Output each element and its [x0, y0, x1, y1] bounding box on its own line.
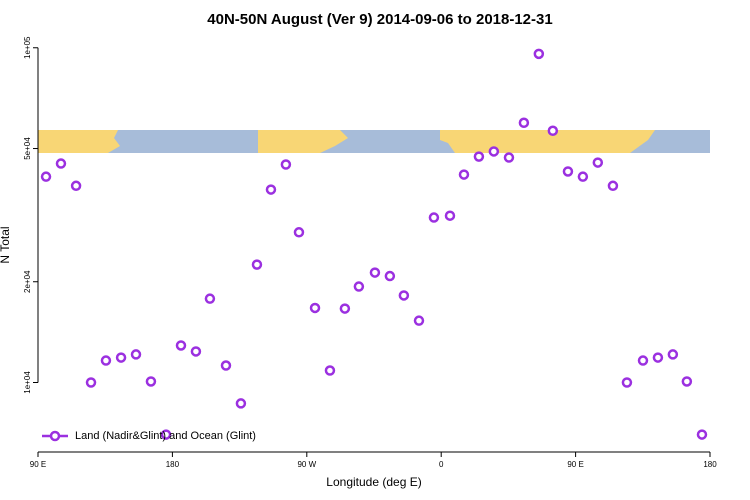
data-point — [503, 152, 515, 163]
data-point — [681, 376, 693, 387]
data-point — [175, 340, 187, 351]
data-point — [160, 429, 172, 440]
data-point — [398, 290, 410, 301]
data-point — [473, 151, 485, 162]
data-point — [115, 352, 127, 363]
data-point — [85, 377, 97, 388]
y-tick-label: 2e+04 — [23, 270, 32, 293]
data-point — [428, 212, 440, 223]
data-point — [309, 302, 321, 314]
y-axis-label: N Total — [0, 226, 12, 263]
data-point — [547, 125, 559, 137]
data-point — [533, 48, 545, 60]
data-point — [130, 349, 142, 360]
data-point — [40, 171, 52, 182]
data-point — [444, 210, 456, 221]
chart-title: 40N-50N August (Ver 9) 2014-09-06 to 201… — [207, 11, 552, 28]
data-point — [190, 346, 202, 357]
data-point — [518, 117, 530, 129]
data-point — [562, 166, 574, 177]
data-point — [369, 267, 381, 278]
data-point — [353, 281, 365, 292]
data-point — [220, 360, 232, 371]
data-point — [577, 171, 589, 182]
x-tick-label: 180 — [166, 460, 180, 469]
x-tick-label: 0 — [439, 460, 444, 469]
data-point — [55, 158, 67, 169]
data-point — [280, 159, 292, 170]
data-point — [251, 259, 263, 270]
data-point — [637, 355, 649, 366]
data-point — [592, 157, 604, 168]
map-strip — [38, 130, 710, 153]
data-point — [265, 184, 277, 195]
data-point — [384, 270, 396, 282]
data-point — [696, 429, 708, 440]
data-point — [621, 377, 633, 388]
data-point — [488, 146, 500, 157]
data-point — [458, 169, 470, 180]
data-point — [667, 349, 679, 360]
data-point — [235, 398, 247, 409]
data-point — [413, 315, 425, 326]
y-tick-label: 5e+04 — [23, 137, 32, 160]
data-point — [324, 365, 336, 376]
x-tick-label: 180 — [703, 460, 717, 469]
data-point — [652, 352, 664, 363]
x-tick-label: 90 E — [567, 460, 583, 469]
data-point — [100, 355, 112, 366]
x-tick-label: 90 W — [297, 460, 316, 469]
x-tick-label: 90 E — [30, 460, 46, 469]
data-point — [70, 180, 82, 192]
data-point — [607, 180, 619, 192]
y-tick-label: 1e+05 — [23, 36, 32, 59]
legend-label: Land (Nadir&Glint) and Ocean (Glint) — [75, 430, 256, 442]
y-tick-label: 1e+04 — [23, 371, 32, 394]
data-point — [339, 303, 351, 314]
data-point — [145, 376, 157, 387]
data-point — [204, 293, 216, 304]
x-axis-label: Longitude (deg E) — [326, 475, 421, 489]
legend-marker — [49, 430, 61, 442]
data-point — [293, 227, 305, 238]
